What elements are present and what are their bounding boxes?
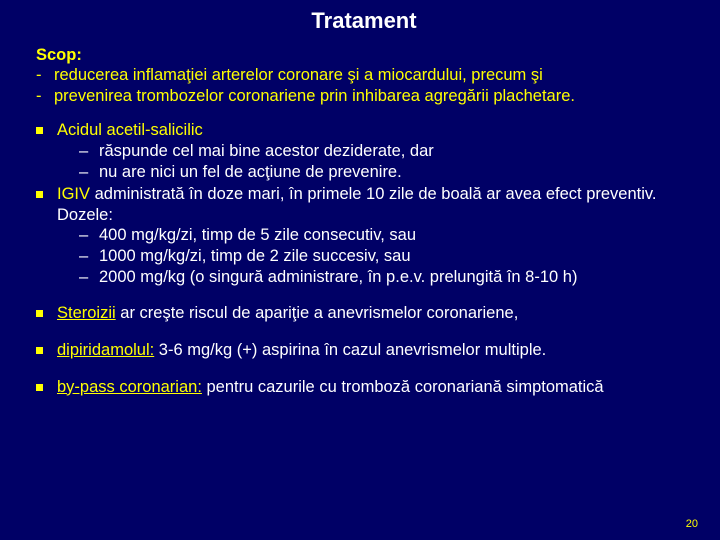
sub-item: – 2000 mg/kg (o singură administrare, în… — [79, 267, 692, 288]
dash-icon: - — [36, 86, 54, 107]
list-body: Acidul acetil-salicilic – răspunde cel m… — [57, 120, 692, 182]
body-text: 3-6 mg/kg (+) aspirina în cazul anevrism… — [154, 341, 546, 359]
square-bullet-icon — [36, 191, 43, 198]
sub-item: – 400 mg/kg/zi, timp de 5 zile consecuti… — [79, 225, 692, 246]
page-number: 20 — [686, 518, 698, 530]
sub-item: – răspunde cel mai bine acestor dezidera… — [79, 141, 692, 162]
highlight-term: by-pass coronarian: — [57, 378, 202, 396]
scop-text: reducerea inflamaţiei arterelor coronare… — [54, 65, 543, 86]
dash-icon: – — [79, 225, 99, 246]
square-bullet-icon — [36, 347, 43, 354]
dash-icon: - — [36, 65, 54, 86]
sub-item: – nu are nici un fel de acţiune de preve… — [79, 162, 692, 183]
square-bullet-icon — [36, 127, 43, 134]
list-item: by-pass coronarian: pentru cazurile cu t… — [36, 377, 692, 398]
sub-item: – 1000 mg/kg/zi, timp de 2 zile succesiv… — [79, 246, 692, 267]
body-text: administrată în doze mari, în primele 10… — [57, 185, 657, 224]
scop-item: - reducerea inflamaţiei arterelor corona… — [36, 65, 692, 86]
dash-icon: – — [79, 162, 99, 183]
sub-text: răspunde cel mai bine acestor deziderate… — [99, 141, 692, 162]
sub-text: nu are nici un fel de acţiune de preveni… — [99, 162, 692, 183]
highlight-term: Acidul acetil-salicilic — [57, 121, 203, 139]
sub-text: 1000 mg/kg/zi, timp de 2 zile succesiv, … — [99, 246, 692, 267]
list-item: Acidul acetil-salicilic – răspunde cel m… — [36, 120, 692, 182]
body-text: ar creşte riscul de apariţie a anevrisme… — [116, 304, 519, 322]
list-body: by-pass coronarian: pentru cazurile cu t… — [57, 377, 692, 398]
highlight-term: dipiridamolul: — [57, 341, 154, 359]
list-item: IGIV administrată în doze mari, în prime… — [36, 184, 692, 287]
scop-text: prevenirea trombozelor coronariene prin … — [54, 86, 575, 107]
dash-icon: – — [79, 267, 99, 288]
sub-text: 2000 mg/kg (o singură administrare, în p… — [99, 267, 692, 288]
list-item: Steroizii ar creşte riscul de apariţie a… — [36, 303, 692, 324]
main-list: Acidul acetil-salicilic – răspunde cel m… — [36, 120, 692, 397]
slide: { "title": "Tratament", "scop": { "label… — [0, 0, 720, 540]
scop-label: Scop: — [36, 46, 692, 65]
list-item: dipiridamolul: 3-6 mg/kg (+) aspirina în… — [36, 340, 692, 361]
list-body: IGIV administrată în doze mari, în prime… — [57, 184, 692, 287]
list-body: Steroizii ar creşte riscul de apariţie a… — [57, 303, 692, 324]
square-bullet-icon — [36, 384, 43, 391]
dash-icon: – — [79, 141, 99, 162]
highlight-term: Steroizii — [57, 304, 116, 322]
square-bullet-icon — [36, 310, 43, 317]
dash-icon: – — [79, 246, 99, 267]
highlight-term: IGIV — [57, 185, 90, 203]
scop-block: Scop: - reducerea inflamaţiei arterelor … — [36, 46, 692, 106]
list-body: dipiridamolul: 3-6 mg/kg (+) aspirina în… — [57, 340, 692, 361]
sub-text: 400 mg/kg/zi, timp de 5 zile consecutiv,… — [99, 225, 692, 246]
scop-item: - prevenirea trombozelor coronariene pri… — [36, 86, 692, 107]
slide-title: Tratament — [36, 8, 692, 34]
body-text: pentru cazurile cu tromboză coronariană … — [202, 378, 604, 396]
